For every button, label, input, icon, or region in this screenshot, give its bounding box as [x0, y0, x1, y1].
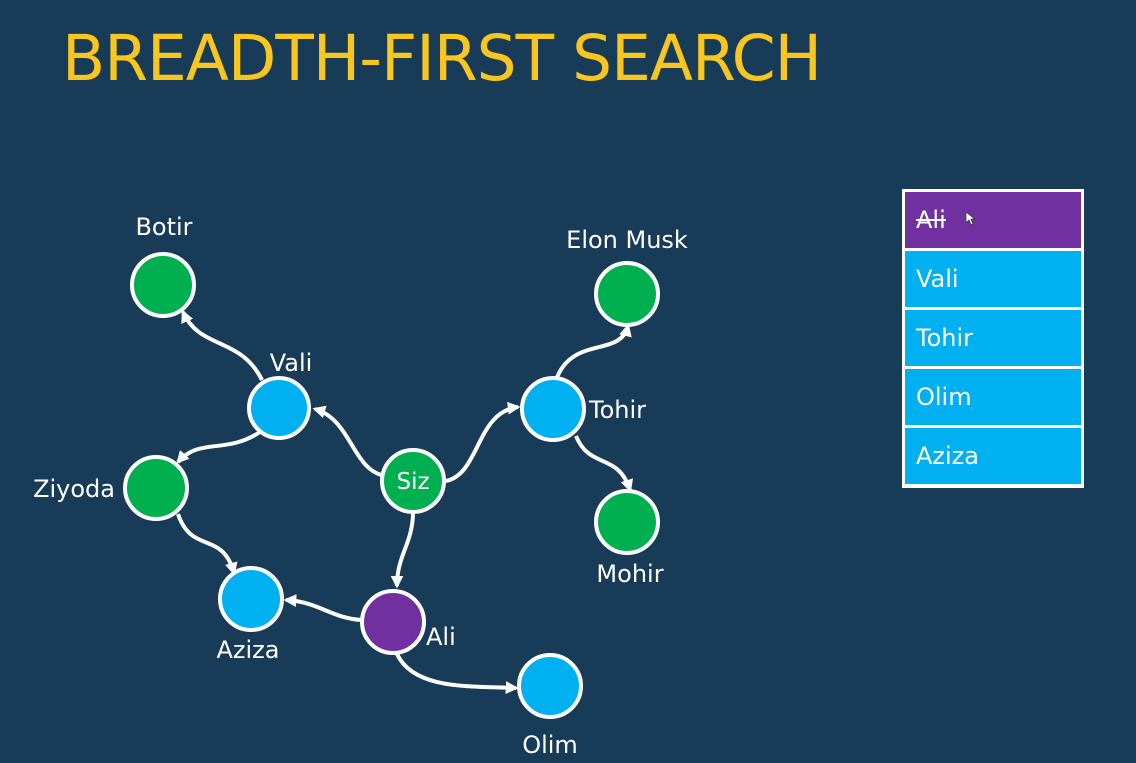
nodes: Siz Vali Botir Ziyoda Aziza Ali Olim To	[33, 213, 688, 759]
bfs-queue: Ali Vali Tohir Olim Aziza	[902, 189, 1084, 488]
queue-item-label: Ali	[916, 206, 946, 234]
node-ziyoda: Ziyoda	[33, 455, 189, 521]
queue-item-ali: Ali	[905, 192, 1081, 248]
node-circle-tohir	[520, 376, 586, 442]
node-label-tohir: Tohir	[588, 396, 646, 424]
node-label-aziza: Aziza	[217, 636, 280, 664]
node-circle-ziyoda	[123, 455, 189, 521]
edge-vali-ziyoda	[176, 430, 262, 464]
queue-item-aziza: Aziza	[905, 428, 1081, 484]
node-circle-olim	[517, 653, 583, 719]
edge-siz-vali	[312, 405, 386, 478]
node-olim: Olim	[517, 653, 583, 759]
queue-item-label: Vali	[916, 265, 959, 293]
mouse-cursor-icon	[966, 212, 976, 226]
edge-ziyoda-aziza	[176, 513, 238, 576]
queue-item-vali: Vali	[905, 251, 1081, 307]
node-tohir: Tohir	[520, 376, 646, 442]
edge-ali-olim	[395, 653, 519, 694]
node-label-siz: Siz	[396, 469, 429, 495]
edge-vali-botir	[181, 309, 264, 381]
node-aziza: Aziza	[217, 566, 284, 664]
node-vali: Vali	[247, 349, 313, 440]
edges	[176, 309, 634, 694]
queue-item-olim: Olim	[905, 369, 1081, 425]
node-circle-botir	[130, 252, 196, 318]
queue-item-label: Aziza	[916, 442, 979, 470]
node-circle-vali	[247, 376, 311, 440]
node-siz: Siz	[380, 448, 446, 514]
slide-title: BREADTH-FIRST SEARCH	[62, 22, 822, 95]
node-circle-aziza	[218, 566, 284, 632]
queue-item-tohir: Tohir	[905, 310, 1081, 366]
queue-item-label: Tohir	[916, 324, 974, 352]
node-label-ziyoda: Ziyoda	[33, 475, 115, 503]
node-circle-ali	[360, 589, 426, 655]
node-elon: Elon Musk	[566, 226, 688, 327]
node-circle-siz	[380, 448, 446, 514]
node-circle-elon	[594, 261, 660, 327]
node-label-ali: Ali	[426, 623, 456, 651]
node-mohir: Mohir	[594, 489, 664, 588]
node-botir: Botir	[130, 213, 196, 318]
node-ali: Ali	[360, 589, 456, 655]
edge-tohir-elon	[554, 323, 632, 381]
edge-siz-tohir	[445, 401, 521, 483]
node-label-vali: Vali	[270, 349, 313, 377]
edge-siz-ali	[390, 513, 415, 589]
node-label-elon: Elon Musk	[566, 226, 688, 254]
node-label-olim: Olim	[522, 731, 578, 759]
edge-ali-aziza	[283, 594, 363, 622]
node-circle-mohir	[594, 489, 660, 555]
queue-item-label: Olim	[916, 383, 972, 411]
node-label-mohir: Mohir	[596, 560, 663, 588]
edge-tohir-mohir	[574, 435, 634, 493]
node-label-botir: Botir	[135, 213, 192, 241]
